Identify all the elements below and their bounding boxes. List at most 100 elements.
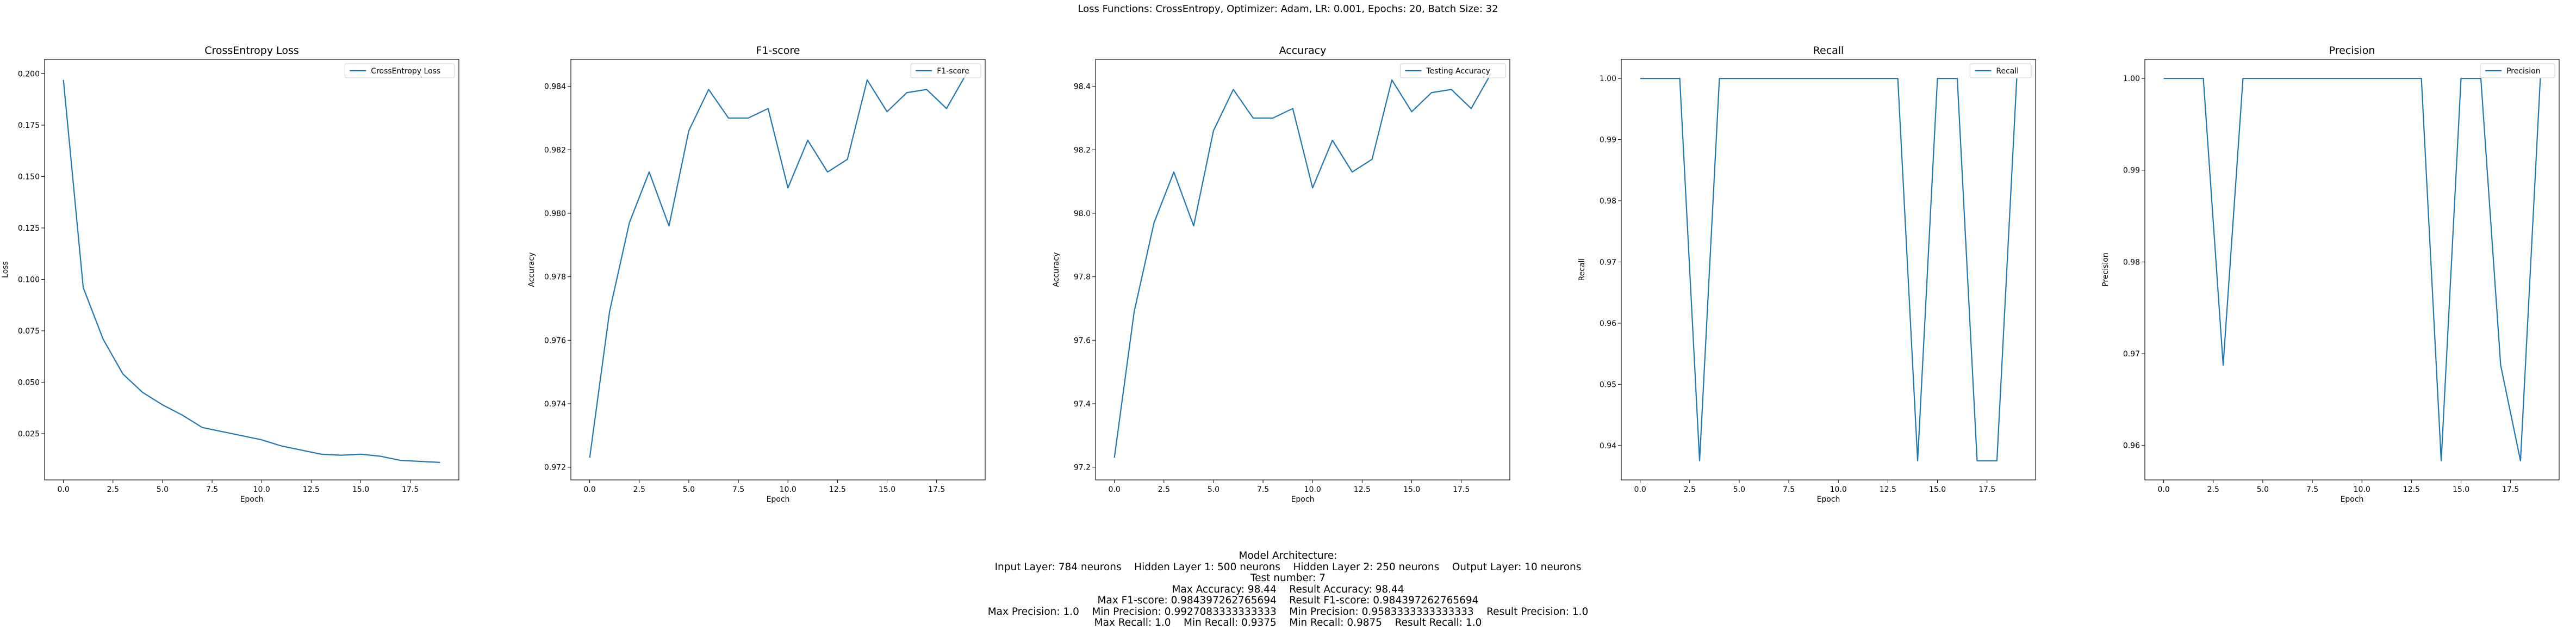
accuracy-x-tick-label: 2.5 [1158,485,1170,494]
crossentropy-loss-axes-frame [44,59,459,480]
precision-x-tick-label: 15.0 [2453,485,2469,494]
f1-score-x-tick-label: 5.0 [683,485,695,494]
accuracy-legend-label: Testing Accuracy [1426,67,1490,76]
recall-title: Recall [1813,45,1844,57]
precision-legend-label: Precision [2506,67,2540,76]
accuracy-y-tick-label: 97.2 [1074,464,1091,472]
recall-x-tick-label: 7.5 [1783,485,1795,494]
recall-x-tick-label: 10.0 [1830,485,1847,494]
f1-score-axes-frame [570,59,986,480]
precision-x-tick-label: 10.0 [2354,485,2370,494]
crossentropy-loss-y-axis-label: Loss [1,261,10,278]
recall-x-axis-label: Epoch [1817,495,1840,504]
precision-x-tick-label: 2.5 [2207,485,2219,494]
precision-y-tick-label: 0.96 [2123,442,2140,451]
recall-y-axis-label: Recall [1578,258,1586,281]
accuracy-legend: Testing Accuracy [1399,63,1506,78]
accuracy-y-axis-label: Accuracy [1052,252,1061,287]
precision-axes-frame [2144,59,2560,480]
f1-score-y-tick-label: 0.982 [544,146,566,155]
crossentropy-loss-x-tick-label: 12.5 [303,485,320,494]
crossentropy-loss-x-tick-label: 15.0 [352,485,369,494]
f1-score-panel: F1-score 0.0 2.5 5.0 7.5 10.0 12.5 15.0 17.5 0.97… [527,45,986,504]
crossentropy-loss-legend: CrossEntropy Loss [344,63,455,78]
accuracy-series-line [1113,73,1492,458]
recall-x-tick-label: 17.5 [1978,485,1995,494]
crossentropy-loss-y-tick-label: 0.150 [18,172,40,181]
model-architecture-caption: Model Architecture: Input Layer: 784 neu… [0,550,2576,629]
f1-score-x-tick-label: 10.0 [780,485,797,494]
precision-y-tick-label: 0.98 [2123,258,2140,267]
crossentropy-loss-y-tick-label: 0.200 [18,70,40,78]
accuracy-x-axis-label: Epoch [1291,495,1315,504]
caption-line: Max Recall: 1.0 Min Recall: 0.9375 Min R… [1094,617,1482,628]
crossentropy-loss-y-tick-label: 0.175 [18,121,40,130]
recall-legend: Recall [1969,63,2032,78]
accuracy-x-tick-label: 15.0 [1403,485,1420,494]
caption-line: Test number: 7 [1250,572,1326,584]
accuracy-panel: Accuracy 0.0 2.5 5.0 7.5 10.0 12.5 15.0 17.5 97.2… [1052,45,1510,504]
accuracy-title: Accuracy [1279,45,1327,57]
accuracy-y-tick-label: 97.8 [1074,273,1091,282]
precision-title: Precision [2329,45,2375,57]
crossentropy-loss-y-tick-label: 0.125 [18,224,40,233]
caption-line: Max F1-score: 0.984397262765694 Result F… [1097,595,1479,606]
precision-x-tick-label: 5.0 [2257,485,2269,494]
accuracy-axes-frame [1095,59,1510,480]
f1-score-y-tick-label: 0.978 [544,273,566,282]
accuracy-y-tick-label: 98.0 [1074,209,1091,218]
recall-x-tick-label: 0.0 [1634,485,1646,494]
precision-x-tick-label: 7.5 [2306,485,2318,494]
recall-y-tick-label: 0.94 [1600,442,1616,451]
recall-legend-box [1969,63,2032,78]
accuracy-x-tick-label: 5.0 [1208,485,1219,494]
accuracy-y-tick-label: 97.6 [1074,336,1091,345]
figure-suptitle: Loss Functions: CrossEntropy, Optimizer:… [1078,3,1498,15]
crossentropy-loss-y-tick-label: 0.100 [18,275,40,284]
accuracy-y-tick-label: 98.2 [1074,146,1091,155]
crossentropy-loss-x-axis-label: Epoch [240,495,264,504]
accuracy-x-tick-label: 12.5 [1354,485,1371,494]
accuracy-x-tick-label: 0.0 [1109,485,1121,494]
crossentropy-loss-x-tick-label: 5.0 [157,485,169,494]
f1-score-legend-box [910,63,981,78]
recall-x-tick-label: 15.0 [1929,485,1946,494]
recall-y-tick-label: 0.96 [1600,319,1616,328]
f1-score-y-tick-label: 0.976 [544,336,566,345]
precision-legend: Precision [2480,63,2555,78]
caption-line: Input Layer: 784 neurons Hidden Layer 1:… [994,561,1582,573]
f1-score-x-tick-label: 0.0 [584,485,596,494]
crossentropy-loss-y-tick-label: 0.025 [18,430,40,439]
precision-legend-box [2480,63,2555,78]
crossentropy-loss-x-tick-label: 17.5 [402,485,419,494]
accuracy-y-tick-label: 98.4 [1074,83,1091,91]
crossentropy-loss-x-tick-label: 0.0 [58,485,70,494]
f1-score-y-tick-label: 0.974 [544,400,566,409]
accuracy-x-tick-label: 10.0 [1304,485,1321,494]
recall-x-tick-label: 12.5 [1880,485,1896,494]
f1-score-y-tick-label: 0.984 [544,83,566,91]
recall-panel: Recall 0.0 2.5 5.0 7.5 10.0 12.5 15.0 17.5 0.94 0.… [1578,45,2036,504]
accuracy-x-tick-label: 7.5 [1257,485,1269,494]
crossentropy-loss-y-tick-label: 0.075 [18,327,40,336]
precision-y-tick-label: 0.99 [2123,166,2140,175]
crossentropy-loss-legend-label: CrossEntropy Loss [371,67,440,76]
precision-x-axis-label: Epoch [2341,495,2364,504]
crossentropy-loss-x-tick-label: 2.5 [107,485,119,494]
f1-score-series-line [589,73,967,458]
f1-score-title: F1-score [756,45,800,57]
f1-score-x-tick-label: 2.5 [633,485,645,494]
recall-axes-frame [1621,59,2036,480]
f1-score-x-tick-label: 12.5 [829,485,846,494]
f1-score-y-tick-label: 0.980 [544,209,566,218]
figure-canvas: Loss Functions: CrossEntropy, Optimizer:… [1,3,2560,504]
precision-y-tick-label: 0.97 [2123,350,2140,359]
crossentropy-loss-panel: CrossEntropy Loss 0.0 2.5 5.0 7.5 10.0 12.5 15.… [1,45,459,504]
recall-y-tick-label: 0.99 [1600,136,1616,145]
f1-score-x-tick-label: 17.5 [928,485,945,494]
f1-score-legend-label: F1-score [937,67,969,76]
caption-line: Max Accuracy: 98.44 Result Accuracy: 98.… [1172,583,1404,595]
precision-x-tick-label: 17.5 [2502,485,2519,494]
recall-legend-label: Recall [1996,67,2019,76]
f1-score-x-tick-label: 7.5 [732,485,744,494]
